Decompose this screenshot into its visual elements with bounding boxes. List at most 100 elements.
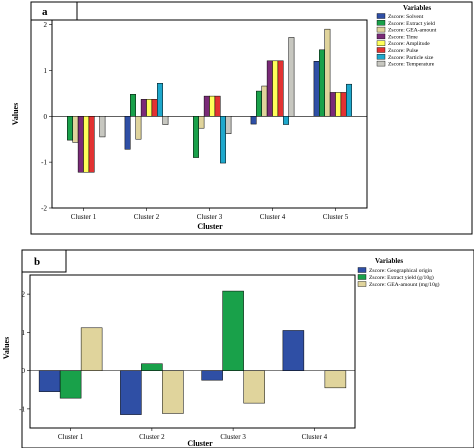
y-tick-label: 2 (22, 291, 26, 299)
bar-cluster-1-s7 (99, 116, 106, 138)
bar-cluster-2-s2 (135, 116, 142, 140)
panel-a: a Values Cluster Variables -2 -1 0 1 2 Cluste… (11, 1, 473, 235)
legend-entry: Zscore: Amplitude (388, 41, 430, 47)
legend-swatch (357, 274, 367, 280)
panel-a-label-box (30, 1, 78, 21)
bar-cluster-4-s3 (266, 60, 273, 117)
bar-cluster-1-s5 (88, 116, 95, 173)
bar-cluster-3-s1 (193, 116, 199, 158)
x-tick-label: Cluster 2 (134, 213, 160, 221)
bar-cluster-2-s1 (130, 94, 136, 117)
legend-entry: Zscore: Pulse (388, 48, 419, 54)
bar-cluster-3-s2 (243, 370, 265, 404)
bar-cluster-5-s3 (329, 92, 336, 117)
bar-cluster-1-s0 (38, 370, 61, 392)
bar-cluster-4-s1 (256, 90, 262, 117)
bar-cluster-4-s0 (282, 330, 305, 371)
x-tick-label: Cluster 4 (260, 213, 286, 221)
y-tick-label: 1 (22, 329, 26, 337)
legend-entry: Zscore: Extract yield (388, 21, 435, 27)
bar-cluster-4-s7 (288, 37, 295, 117)
legend-entry: Zscore: GEA-amount (388, 28, 437, 34)
bar-cluster-3-s4 (209, 95, 216, 117)
legend-swatch (376, 60, 386, 67)
bar-cluster-5-s5 (340, 92, 347, 117)
bar-cluster-2-s0 (124, 116, 131, 150)
legend-entry: Zscore: Time (388, 34, 418, 40)
legend-entry: Zscore: GEA-amount (mg/10g) (369, 281, 440, 288)
legend-entry: Zscore: Particle size (388, 55, 434, 61)
panel-b-ylabel: Values (2, 337, 11, 359)
panel-a-legend-title: Variables (403, 4, 431, 12)
legend-swatch (357, 267, 367, 273)
y-tick-label: 1 (44, 67, 48, 75)
panel-a-bars (67, 28, 352, 173)
bar-cluster-4-s4 (272, 60, 279, 117)
bar-cluster-4-s2 (261, 85, 268, 117)
bar-cluster-3-s6 (220, 116, 226, 164)
bar-cluster-3-s1 (222, 290, 244, 371)
legend-entry: Zscore: Temperature (388, 62, 435, 68)
panel-b-label: b (34, 256, 40, 268)
legend-swatch (376, 20, 386, 26)
y-tick-label: -1 (41, 159, 47, 167)
bar-cluster-2-s2 (162, 370, 184, 414)
bar-cluster-3-s2 (198, 116, 205, 129)
bar-cluster-1-s1 (67, 116, 73, 141)
y-tick-label: -2 (41, 205, 47, 213)
legend-swatch (376, 40, 386, 46)
panel-a-xlabel: Cluster (197, 222, 223, 231)
y-tick-label: -1 (19, 405, 25, 413)
bar-cluster-5-s0 (313, 61, 320, 117)
bar-cluster-3-s0 (201, 370, 223, 381)
panel-b-bars (38, 290, 347, 415)
x-tick-label: Cluster 2 (139, 433, 165, 441)
panel-b-legend-title: Variables (375, 257, 403, 265)
panel-b-label-box (21, 249, 67, 273)
x-tick-label: Cluster 5 (323, 213, 349, 221)
bar-cluster-5-s2 (324, 28, 331, 117)
bar-cluster-2-s1 (141, 363, 163, 371)
x-tick-label: Cluster 3 (220, 433, 246, 441)
y-tick-label: 0 (44, 113, 48, 121)
x-tick-label: Cluster 1 (58, 433, 84, 441)
legend-entry: Zscore: Extract yield (g/10g) (369, 274, 434, 281)
bar-cluster-3-s7 (225, 116, 232, 134)
legend-entry: Zscore: Solvent (388, 14, 424, 20)
legend-swatch (376, 47, 386, 53)
bar-cluster-1-s4 (83, 116, 90, 173)
legend-swatch (376, 26, 386, 33)
bar-cluster-1-s2 (80, 327, 103, 371)
y-tick-label: 2 (44, 21, 48, 29)
panel-b: b Values Cluster Variables -1 0 1 2 Cluster … (2, 249, 474, 448)
bar-cluster-1-s2 (72, 116, 79, 143)
panel-b-xlabel: Cluster (187, 439, 213, 448)
bar-cluster-2-s3 (140, 99, 147, 117)
legend-swatch (357, 281, 367, 287)
bar-cluster-4-s6 (283, 116, 289, 125)
bar-cluster-2-s5 (151, 99, 158, 117)
y-tick-label: 0 (22, 367, 26, 375)
panel-a-label: a (42, 6, 48, 18)
bar-cluster-1-s3 (77, 116, 84, 173)
legend-swatch (376, 33, 386, 40)
x-tick-label: Cluster 4 (302, 433, 328, 441)
x-tick-label: Cluster 1 (71, 213, 97, 221)
legend-swatch (376, 54, 386, 60)
bar-cluster-4-s0 (250, 116, 257, 125)
bar-cluster-2-s7 (162, 116, 169, 125)
bar-cluster-5-s4 (335, 92, 342, 117)
bar-cluster-1-s1 (59, 370, 82, 399)
bar-cluster-5-s6 (346, 83, 352, 117)
panel-a-ylabel: Values (11, 103, 20, 125)
legend-entry: Zscore: Geographical origin (369, 268, 432, 274)
legend-swatch (376, 13, 386, 19)
x-tick-label: Cluster 3 (197, 213, 223, 221)
bar-cluster-2-s4 (146, 99, 153, 117)
bar-cluster-3-s3 (203, 95, 210, 117)
bar-cluster-5-s1 (319, 49, 325, 117)
bar-cluster-4-s5 (277, 60, 284, 117)
